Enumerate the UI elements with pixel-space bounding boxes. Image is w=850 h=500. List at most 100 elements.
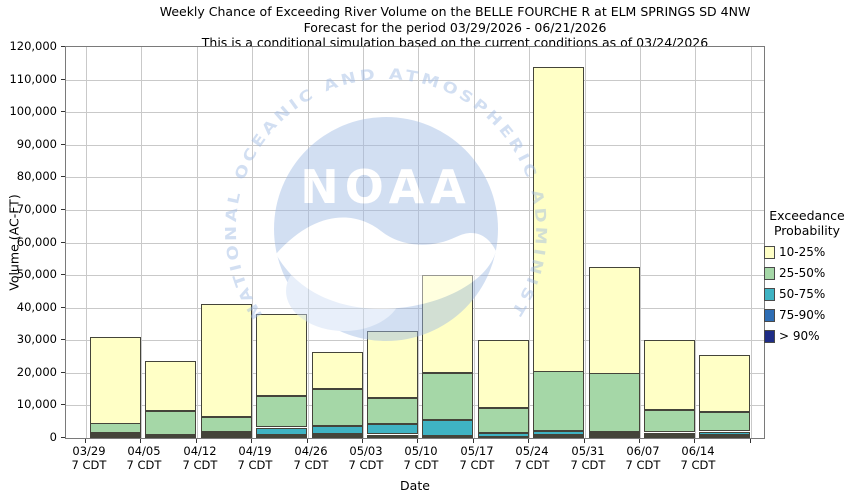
y-tick-label: 30,000	[16, 332, 57, 346]
bar-segment	[477, 340, 529, 409]
y-tick-mark	[61, 242, 65, 243]
bar-segment	[588, 432, 640, 435]
x-tick-mark	[307, 439, 308, 443]
y-tick-label: 60,000	[16, 235, 57, 249]
x-tick-mark	[694, 439, 695, 443]
bar-segment	[200, 303, 252, 417]
y-tick-mark	[61, 404, 65, 405]
bar-segment	[477, 407, 529, 433]
x-tick-label: 03/29 7 CDT	[71, 444, 107, 472]
bar-segment	[311, 352, 363, 390]
plot-area: NOAA NATIONAL OCEANIC AND ATMOSPHERIC AD…	[65, 46, 765, 439]
legend-swatch	[764, 245, 775, 259]
bar-segment	[422, 274, 474, 373]
v-gridline	[141, 47, 143, 438]
bar-segment	[367, 398, 418, 424]
x-tick-mark	[196, 439, 197, 443]
v-gridline	[473, 47, 475, 438]
bar-segment	[145, 410, 197, 435]
legend-items: 10-25% 25-50% 50-75% 75-90% > 90%	[764, 245, 850, 343]
bar-segment	[533, 371, 585, 432]
h-gridline	[66, 307, 764, 309]
bar-segment	[367, 331, 418, 399]
x-tick-label: 04/05 7 CDT	[126, 444, 162, 472]
v-gridline	[307, 47, 309, 438]
y-tick-label: 0	[49, 430, 57, 444]
legend-label: 75-90%	[779, 308, 826, 322]
bar-segment	[256, 434, 308, 437]
bar-segment	[588, 434, 640, 437]
x-tick-mark	[417, 439, 418, 443]
v-gridline	[695, 47, 697, 438]
y-tick-label: 40,000	[16, 300, 57, 314]
y-tick-label: 120,000	[9, 39, 57, 53]
bar-segment	[644, 340, 695, 411]
y-tick-mark	[61, 209, 65, 210]
h-gridline	[66, 177, 764, 179]
x-tick-label: 04/26 7 CDT	[293, 444, 329, 472]
h-gridline	[66, 275, 764, 277]
stacked-bar-04-05	[145, 360, 197, 438]
bar-segment	[367, 434, 418, 437]
bar-segment	[644, 410, 695, 433]
v-gridline	[640, 47, 641, 438]
v-gridline	[252, 47, 254, 438]
legend-item: 75-90%	[764, 308, 850, 322]
x-tick-label: 04/19 7 CDT	[237, 444, 273, 472]
stacked-bar-05-24	[533, 66, 585, 438]
h-gridline	[66, 242, 764, 244]
y-tick-mark	[61, 111, 65, 112]
bar-segment	[477, 432, 529, 437]
v-gridline	[196, 47, 198, 438]
y-tick-mark	[61, 46, 65, 47]
legend-swatch	[764, 329, 775, 343]
bar-segment	[422, 373, 474, 421]
legend-item: > 90%	[764, 329, 850, 343]
bar-segment	[200, 433, 252, 436]
x-tick-mark	[251, 439, 252, 443]
y-tick-label: 50,000	[16, 267, 57, 281]
bar-segment	[90, 434, 141, 437]
v-gridline	[363, 47, 364, 438]
y-tick-label: 90,000	[16, 137, 57, 151]
bar-segment	[699, 355, 751, 413]
x-tick-mark	[584, 439, 585, 443]
x-tick-mark	[362, 439, 363, 443]
x-tick-mark	[473, 439, 474, 443]
x-axis-title: Date	[400, 478, 430, 493]
chart-subtitle: Forecast for the period 03/29/2026 - 06/…	[303, 19, 607, 35]
v-gridline	[529, 47, 531, 438]
y-tick-label: 70,000	[16, 202, 57, 216]
y-tick-mark	[61, 274, 65, 275]
x-tick-label: 05/03 7 CDT	[348, 444, 384, 472]
noaa-ring-text: NATIONAL OCEANIC AND ATMOSPHERIC ADMINIS…	[222, 65, 550, 323]
y-tick-mark	[61, 307, 65, 308]
chart-titles: Weekly Chance of Exceeding River Volume …	[60, 4, 850, 51]
v-gridline	[86, 47, 87, 438]
legend-item: 50-75%	[764, 287, 850, 301]
bar-segment	[588, 373, 640, 433]
legend-swatch	[764, 266, 775, 280]
legend-label: 25-50%	[779, 266, 826, 280]
x-tick-mark	[750, 439, 751, 443]
bar-segment	[588, 436, 640, 438]
legend-swatch	[764, 308, 775, 322]
legend-item: 25-50%	[764, 266, 850, 280]
legend-title-line1: Exceedance	[769, 208, 845, 223]
bar-segment	[699, 431, 751, 435]
x-tick-mark	[528, 439, 529, 443]
bar-segment	[699, 434, 751, 437]
y-tick-mark	[61, 437, 65, 438]
bar-segment	[256, 314, 308, 397]
y-tick-mark	[61, 79, 65, 80]
legend: Exceedance Probability 10-25% 25-50% 50-75…	[764, 208, 850, 343]
bar-segment	[256, 427, 308, 435]
x-tick-mark	[140, 439, 141, 443]
x-tick-label: 05/31 7 CDT	[570, 444, 606, 472]
bar-segment	[311, 426, 363, 435]
bar-segment	[311, 436, 363, 438]
bar-segment	[644, 436, 695, 438]
stacked-bar-04-19	[256, 314, 308, 438]
y-tick-label: 100,000	[9, 104, 57, 118]
